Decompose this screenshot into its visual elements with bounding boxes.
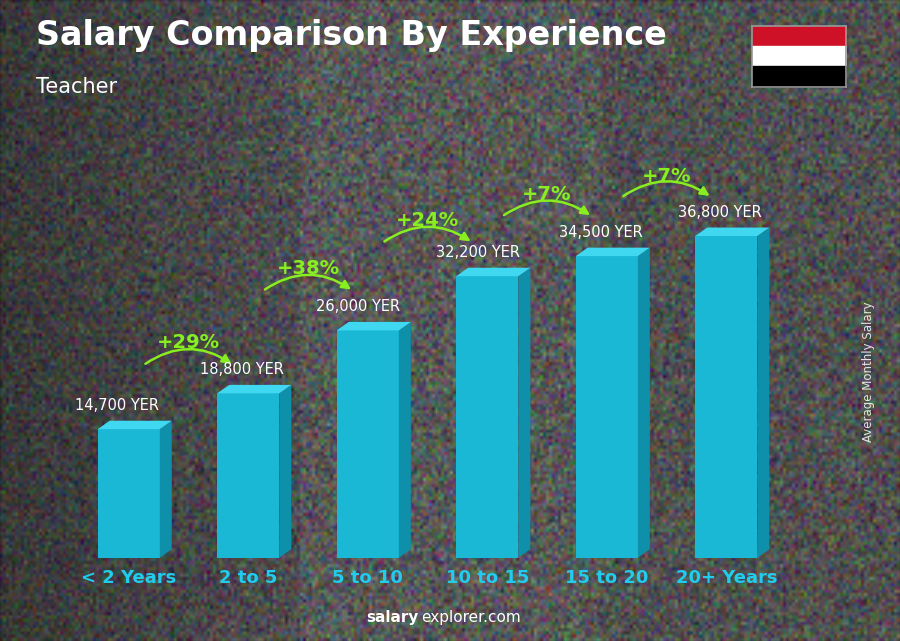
Text: 26,000 YER: 26,000 YER: [316, 299, 400, 314]
Polygon shape: [456, 268, 530, 276]
Text: 36,800 YER: 36,800 YER: [679, 204, 762, 220]
Polygon shape: [217, 385, 292, 394]
Polygon shape: [337, 322, 410, 330]
Text: +29%: +29%: [157, 333, 220, 353]
Polygon shape: [638, 247, 650, 558]
Polygon shape: [696, 228, 770, 236]
Polygon shape: [456, 276, 518, 558]
Text: +7%: +7%: [522, 185, 572, 204]
Polygon shape: [279, 385, 292, 558]
Polygon shape: [696, 236, 758, 558]
Text: 32,200 YER: 32,200 YER: [436, 245, 519, 260]
Polygon shape: [399, 322, 410, 558]
Text: 34,500 YER: 34,500 YER: [559, 225, 643, 240]
Polygon shape: [518, 268, 530, 558]
Text: Average Monthly Salary: Average Monthly Salary: [862, 301, 875, 442]
Polygon shape: [758, 228, 770, 558]
Text: salary: salary: [366, 610, 418, 625]
Text: Salary Comparison By Experience: Salary Comparison By Experience: [36, 19, 667, 52]
Polygon shape: [98, 429, 160, 558]
Text: Teacher: Teacher: [36, 77, 117, 97]
Polygon shape: [576, 247, 650, 256]
Polygon shape: [160, 420, 172, 558]
Polygon shape: [337, 330, 399, 558]
Polygon shape: [217, 394, 279, 558]
Text: 14,700 YER: 14,700 YER: [75, 398, 158, 413]
Polygon shape: [576, 256, 638, 558]
Text: +38%: +38%: [276, 259, 339, 278]
Polygon shape: [98, 420, 172, 429]
Text: +24%: +24%: [396, 211, 459, 230]
Text: +7%: +7%: [642, 167, 691, 186]
Text: explorer.com: explorer.com: [421, 610, 521, 625]
Text: 18,800 YER: 18,800 YER: [201, 362, 284, 377]
